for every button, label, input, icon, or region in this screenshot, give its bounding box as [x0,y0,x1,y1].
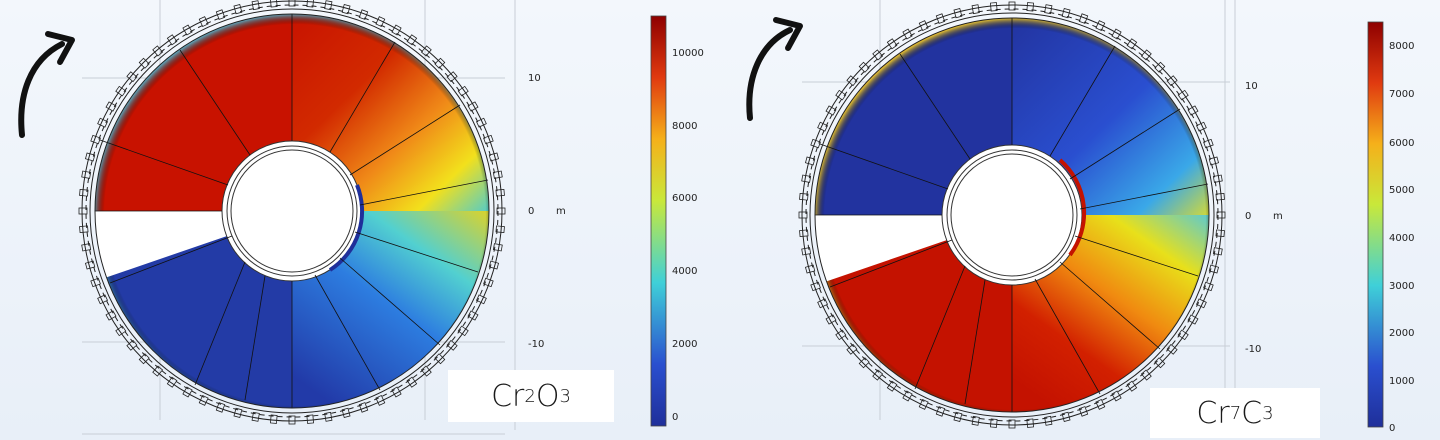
colorbar-left [650,15,667,427]
axis-unit: m [556,206,566,217]
colorbar-right [1367,21,1384,428]
simulation-plot-left: 10 0 m -10 10000 8000 6000 4000 2000 0 [18,0,704,435]
stator-teeth [78,0,506,425]
tick-minus-10: -10 [528,339,544,350]
svg-text:4000: 4000 [672,266,697,277]
material-label-left: Cr 2 O 3 [448,370,614,422]
tick-0: 0 [528,206,534,217]
axis-ticks-left: 10 0 m -10 [528,73,566,350]
svg-text:8000: 8000 [672,121,697,132]
stator-teeth [798,1,1226,429]
colorbar-ticks-left: 10000 8000 6000 4000 2000 0 [672,48,704,423]
svg-text:2000: 2000 [672,339,697,350]
svg-text:8000: 8000 [1389,41,1414,52]
axis-ticks-right: 10 0 m -10 [1245,81,1283,355]
rotation-arrow [18,41,65,138]
mesh-lines [815,18,1209,412]
outer-ring [94,13,490,409]
inner-bore [941,144,1083,286]
svg-text:7000: 7000 [1389,89,1414,100]
panel-cr7c3: 10 0 m -10 8000 7000 6000 5000 4000 3000… [720,0,1440,440]
tick-10: 10 [1245,81,1258,92]
svg-text:3000: 3000 [1389,281,1414,292]
tick-minus-10: -10 [1245,344,1261,355]
svg-text:0: 0 [1389,423,1395,434]
axis-unit: m [1273,211,1283,222]
simulation-plot-right: 10 0 m -10 8000 7000 6000 5000 4000 3000… [746,0,1414,434]
svg-text:10000: 10000 [672,48,704,59]
svg-text:0: 0 [672,412,678,423]
tick-0: 0 [1245,211,1251,222]
tick-10: 10 [528,73,541,84]
svg-text:4000: 4000 [1389,233,1414,244]
svg-text:1000: 1000 [1389,376,1414,387]
material-label-right: Cr 7 C 3 [1150,388,1320,438]
panel-cr2o3: 10 0 m -10 10000 8000 6000 4000 2000 0 C… [18,0,704,435]
svg-text:2000: 2000 [1389,328,1414,339]
svg-text:6000: 6000 [672,193,697,204]
svg-text:5000: 5000 [1389,185,1414,196]
colorbar-ticks-right: 8000 7000 6000 5000 4000 3000 2000 1000 … [1389,41,1414,434]
mesh-lines [95,14,489,408]
svg-text:6000: 6000 [1389,138,1414,149]
rotation-arrow [746,27,793,121]
outer-ring [814,17,1210,413]
